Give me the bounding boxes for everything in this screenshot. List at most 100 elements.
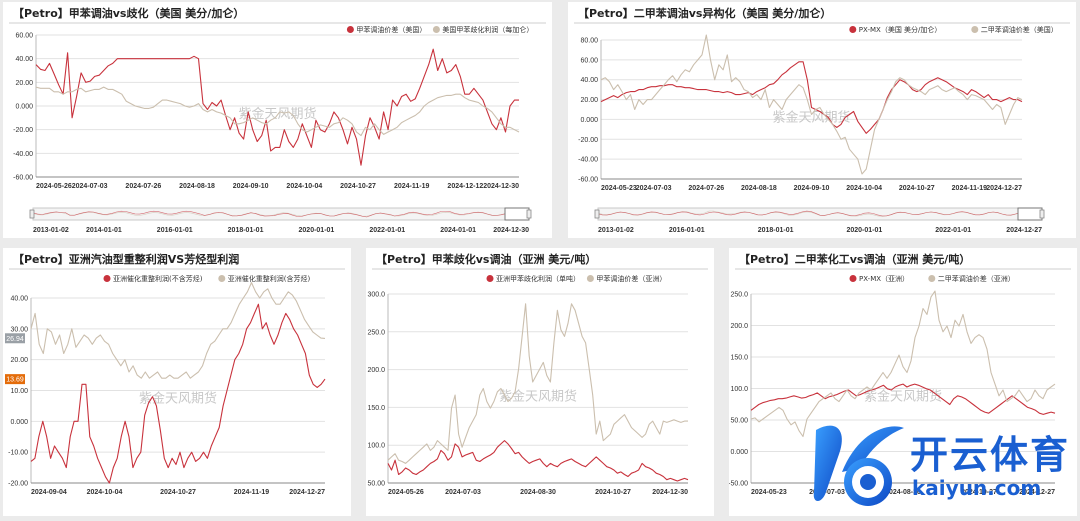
series-line bbox=[30, 303, 326, 484]
chart-panel-toluene-asia: 【Petro】甲苯歧化vs调油（亚洲 美元/吨） 300.0 250.0 200.0 1… bbox=[366, 248, 714, 516]
y-tick-label: -20.00 bbox=[8, 481, 28, 488]
x-tick-label: 2024-11-19 bbox=[952, 185, 988, 192]
y-tick-label: 200.0 bbox=[730, 323, 748, 330]
x-tick-label: 2024-10-27 bbox=[160, 489, 196, 496]
x-tick-label: 2024-05-23 bbox=[751, 489, 787, 496]
legend-label: PX-MX（美国 美分/加仑） bbox=[859, 25, 942, 34]
legend-marker bbox=[486, 275, 494, 282]
series-line bbox=[35, 86, 520, 137]
y-tick-label: -10.00 bbox=[8, 450, 28, 457]
navigator-tick-label: 2013-01-02 bbox=[33, 227, 69, 234]
watermark: 紫金天风期货 bbox=[772, 110, 850, 126]
navigator-window bbox=[504, 207, 530, 221]
x-tick-label: 2024-12-30 bbox=[652, 489, 688, 496]
y-tick-label: 30.00 bbox=[10, 326, 28, 333]
y-tick-label: 250.0 bbox=[730, 292, 748, 299]
series-line bbox=[30, 282, 326, 379]
kaiyun-k-icon bbox=[813, 425, 904, 506]
y-tick-label: 0.000 bbox=[730, 449, 748, 456]
x-tick-label: 2024-12-27 bbox=[289, 489, 325, 496]
navigator-tick-label: 2022-01-01 bbox=[369, 227, 405, 234]
legend-marker bbox=[586, 275, 594, 282]
series-line bbox=[387, 303, 688, 464]
navigator-series bbox=[597, 210, 1042, 217]
legend-label: 二甲苯调油价差（亚洲） bbox=[938, 274, 1015, 283]
y-tick-label: 300.0 bbox=[367, 292, 385, 299]
y-tick-label: 20.00 bbox=[15, 80, 33, 87]
chart-svg: 【Petro】甲苯歧化vs调油（亚洲 美元/吨） 300.0 250.0 200.0 1… bbox=[367, 252, 708, 496]
series-line bbox=[750, 383, 1056, 415]
legend-marker bbox=[849, 26, 857, 33]
navigator-tick-label: 2024-01-01 bbox=[440, 227, 476, 234]
x-tick-label: 2024-12-30 bbox=[483, 183, 519, 190]
chart-panel-xylene-us: 【Petro】二甲苯调油vs异构化（美国 美分/加仑） 80.00 60.00 40.… bbox=[568, 2, 1076, 238]
x-tick-label: 2024-10-27 bbox=[899, 185, 935, 192]
legend-marker bbox=[346, 26, 354, 33]
y-tick-label: 100.0 bbox=[730, 386, 748, 393]
watermark: 紫金天风期货 bbox=[864, 389, 942, 405]
navigator-tick-label: 2016-01-01 bbox=[157, 227, 193, 234]
x-tick-label: 2024-05-26 bbox=[36, 183, 72, 190]
kaiyun-logo: 开云体育 kaiyun.com bbox=[808, 412, 1080, 516]
y-tick-label: 150.0 bbox=[367, 405, 385, 412]
legend-label: 二甲苯调油价差（美国） bbox=[981, 25, 1058, 34]
chart-title: 【Petro】二甲苯调油vs异构化（美国 美分/加仑） bbox=[578, 6, 831, 20]
value-badge bbox=[5, 374, 25, 385]
y-tick-label: 0.000 bbox=[10, 419, 28, 426]
range-navigator bbox=[597, 207, 1043, 221]
y-tick-label: 100.0 bbox=[367, 443, 385, 450]
legend-label: 亚洲催化重整利润(含芳烃) bbox=[228, 274, 311, 283]
x-tick-label: 2024-05-23 bbox=[601, 185, 637, 192]
y-tick-label: 20.00 bbox=[580, 97, 598, 104]
legend-label: 美国甲苯歧化利润（每加仑） bbox=[442, 25, 533, 34]
navigator-tick-label: 2018-01-01 bbox=[228, 227, 264, 234]
y-tick-label: -60.00 bbox=[13, 175, 33, 182]
y-tick-label: -40.00 bbox=[578, 157, 598, 164]
legend-label: 甲苯调油价差（亚洲） bbox=[596, 274, 666, 283]
x-tick-label: 2024-07-03 bbox=[809, 489, 845, 496]
x-tick-label: 2024-08-30 bbox=[885, 489, 921, 496]
x-tick-label: 2024-05-26 bbox=[388, 489, 424, 496]
x-tick-label: 2024-07-03 bbox=[72, 183, 108, 190]
y-tick-label: 200.0 bbox=[367, 367, 385, 374]
y-tick-label: 0.000 bbox=[580, 117, 598, 124]
y-tick-label: 40.00 bbox=[580, 77, 598, 84]
x-tick-label: 2024-11-19 bbox=[234, 489, 270, 496]
series-line bbox=[387, 440, 689, 482]
navigator-tick-label: 2013-01-02 bbox=[598, 227, 634, 234]
navigator-tick-label: 2020-01-01 bbox=[299, 227, 335, 234]
y-tick-label: 40.00 bbox=[10, 296, 28, 303]
legend-label: 亚洲催化重整利润(不含芳烃) bbox=[113, 274, 203, 283]
chart-svg: 【Petro】亚洲汽油型重整利润VS芳烃型利润 40.00 30.00 20.00 10… bbox=[5, 252, 345, 496]
chart-title: 【Petro】甲苯歧化vs调油（亚洲 美元/吨） bbox=[376, 252, 596, 266]
x-tick-label: 2024-07-03 bbox=[636, 185, 672, 192]
value-badge-text: 13.69 bbox=[6, 377, 24, 384]
x-tick-label: 2024-10-27 bbox=[961, 489, 997, 496]
x-tick-label: 2024-07-26 bbox=[688, 185, 724, 192]
chart-title: 【Petro】亚洲汽油型重整利润VS芳烃型利润 bbox=[13, 252, 239, 266]
x-tick-label: 2024-08-18 bbox=[741, 185, 777, 192]
x-tick-label: 2024-07-03 bbox=[445, 489, 481, 496]
navigator-tick-label: 2024-12-30 bbox=[493, 227, 529, 234]
watermark: 紫金天风期货 bbox=[499, 389, 577, 405]
chart-svg: 【Petro】二甲苯调油vs异构化（美国 美分/加仑） 80.00 60.00 40.… bbox=[574, 6, 1070, 234]
y-tick-label: 250.0 bbox=[367, 329, 385, 336]
y-tick-label: 80.00 bbox=[580, 38, 598, 45]
kaiyun-brand-text: 开云体育 bbox=[910, 433, 1071, 477]
y-tick-label: 60.00 bbox=[15, 33, 33, 40]
x-tick-label: 2024-08-30 bbox=[520, 489, 556, 496]
y-tick-label: -60.00 bbox=[578, 177, 598, 184]
x-tick-label: 2024-10-04 bbox=[286, 183, 322, 190]
legend-label: 亚洲甲苯歧化利润（单吨） bbox=[496, 274, 580, 283]
legend-marker bbox=[849, 275, 857, 282]
y-tick-label: 0.000 bbox=[15, 104, 33, 111]
legend-marker bbox=[432, 26, 440, 33]
x-tick-label: 2024-09-10 bbox=[794, 185, 830, 192]
y-tick-label: 150.0 bbox=[730, 355, 748, 362]
legend-label: PX-MX（亚洲） bbox=[859, 275, 909, 283]
chart-title: 【Petro】甲苯调油vs歧化（美国 美分/加仑） bbox=[13, 6, 244, 20]
navigator-handle-right bbox=[526, 209, 532, 219]
navigator-tick-label: 2016-01-01 bbox=[669, 227, 705, 234]
legend-marker bbox=[103, 275, 111, 282]
legend-marker bbox=[218, 275, 226, 282]
